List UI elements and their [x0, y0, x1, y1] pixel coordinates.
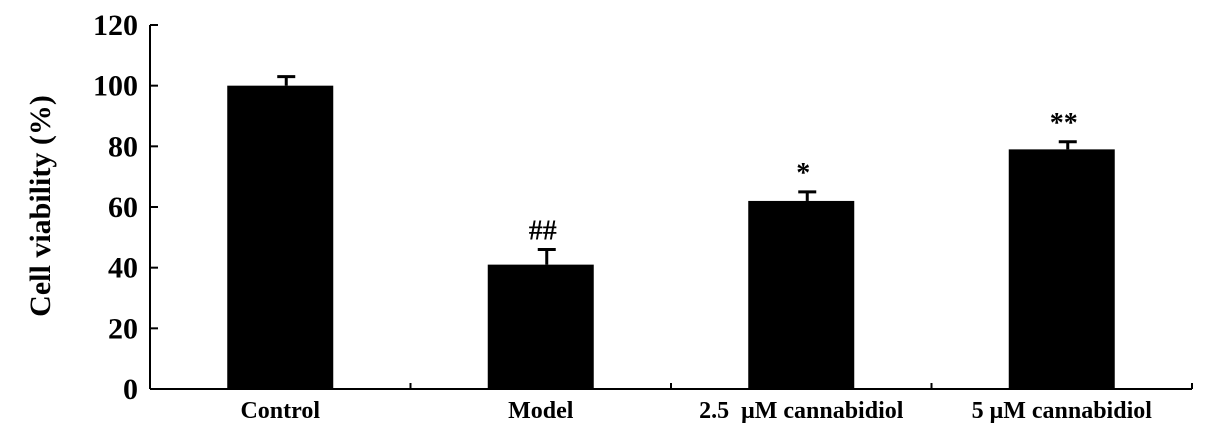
- x-category-label: 5 μM cannabidiol: [972, 398, 1153, 424]
- significance-annotations: ##***: [529, 108, 1078, 247]
- significance-mark: *: [796, 158, 810, 189]
- bars: [227, 85, 1115, 390]
- bar: [487, 264, 594, 389]
- bar: [748, 200, 855, 389]
- y-tick-label: 20: [108, 312, 138, 345]
- y-axis-title: Cell viability (%): [24, 95, 57, 317]
- y-tick-label: 0: [123, 373, 138, 406]
- x-category-label: Control: [240, 398, 320, 424]
- y-tick-label: 40: [108, 252, 138, 285]
- y-tick-label: 80: [108, 130, 138, 163]
- bar: [227, 85, 334, 390]
- category-labels: Control Model 2.5 μM cannabidiol 5 μM canna…: [240, 398, 1152, 424]
- significance-mark: ##: [529, 215, 557, 246]
- y-tick-label: 100: [93, 70, 138, 103]
- error-bars: [277, 75, 1077, 265]
- bar: [1008, 149, 1115, 389]
- y-tick-label: 60: [108, 191, 138, 224]
- y-ticks: 0 20 40 60 80 100 120: [93, 9, 158, 406]
- y-tick-label: 120: [93, 9, 138, 42]
- significance-mark: **: [1050, 108, 1078, 139]
- x-category-label: Model: [508, 398, 574, 424]
- x-category-label: 2.5 μM cannabidiol: [699, 398, 904, 424]
